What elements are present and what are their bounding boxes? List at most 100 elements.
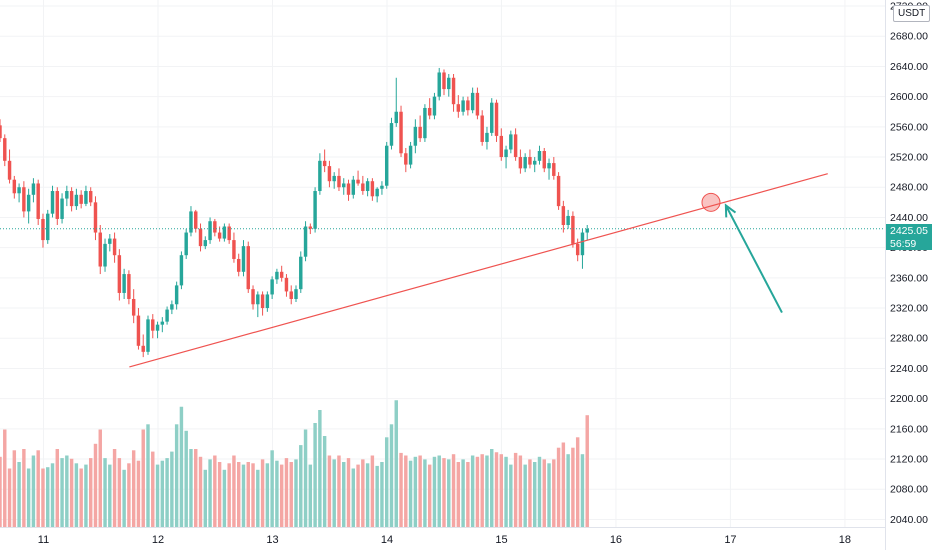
candle bbox=[342, 178, 346, 195]
candle-body bbox=[566, 215, 570, 225]
volume-bar bbox=[7, 468, 12, 527]
volume-bar bbox=[490, 449, 494, 527]
candle bbox=[351, 175, 356, 199]
candle-body bbox=[504, 149, 508, 158]
volume-bar bbox=[351, 468, 356, 527]
currency-badge[interactable]: USDT bbox=[893, 5, 931, 22]
candle-body bbox=[485, 132, 489, 142]
candle-body bbox=[184, 232, 188, 256]
volume-bar bbox=[365, 463, 370, 527]
candle-body bbox=[513, 134, 518, 158]
candle-body bbox=[303, 226, 308, 257]
candle bbox=[246, 241, 250, 293]
volume-bar bbox=[361, 459, 365, 527]
candle-body bbox=[327, 166, 332, 182]
candle bbox=[131, 289, 136, 324]
volume-bar bbox=[504, 456, 508, 527]
volume-bar bbox=[208, 459, 212, 527]
drawings[interactable] bbox=[0, 173, 885, 368]
candle bbox=[17, 183, 21, 203]
arrow-shaft bbox=[724, 204, 783, 314]
volume-bar bbox=[12, 450, 17, 527]
volume-bar bbox=[112, 449, 117, 527]
candle-body bbox=[380, 185, 384, 189]
candle bbox=[427, 98, 432, 120]
volume-bar bbox=[160, 460, 165, 527]
arrow-drawing[interactable] bbox=[724, 203, 783, 314]
candle bbox=[232, 232, 236, 263]
volume-bar bbox=[136, 460, 141, 527]
volume-bar bbox=[289, 462, 293, 527]
y-tick-label: 2560.00 bbox=[890, 121, 928, 133]
candle-body bbox=[451, 77, 456, 105]
candle bbox=[485, 126, 489, 150]
last-price-label: 2425.05 56:59 bbox=[886, 224, 932, 250]
candle bbox=[84, 185, 88, 207]
time-axis[interactable]: 11 12 13 14 15 16 17 18 bbox=[38, 534, 851, 546]
volume-bar bbox=[485, 455, 489, 527]
volume-bar bbox=[93, 443, 98, 527]
highlight-circle[interactable] bbox=[701, 192, 721, 212]
candle bbox=[60, 193, 64, 224]
candle-body bbox=[232, 240, 236, 259]
candle-body bbox=[7, 160, 12, 180]
candle-body bbox=[537, 151, 542, 161]
candle bbox=[41, 213, 45, 248]
candle-body bbox=[174, 285, 179, 305]
volume-bar bbox=[318, 410, 322, 527]
candle bbox=[556, 172, 561, 210]
volume-bar bbox=[389, 424, 394, 527]
candle bbox=[151, 314, 155, 339]
candle bbox=[418, 115, 422, 142]
volume-bar bbox=[408, 460, 413, 527]
candle-body bbox=[3, 138, 7, 161]
y-tick-label: 2240.00 bbox=[890, 363, 928, 375]
candle-body bbox=[284, 277, 289, 292]
candle bbox=[136, 308, 141, 350]
candle-body bbox=[466, 100, 470, 111]
volume-bar bbox=[50, 463, 55, 527]
candle-body bbox=[423, 107, 427, 139]
candle bbox=[361, 175, 365, 195]
volume-bar bbox=[571, 447, 575, 527]
volume-bar bbox=[394, 400, 398, 527]
candle-body bbox=[36, 183, 40, 219]
trendline[interactable] bbox=[129, 173, 828, 368]
candle-body bbox=[265, 294, 270, 309]
volume-bar bbox=[513, 452, 518, 527]
volume-bar bbox=[294, 459, 298, 527]
candle-body bbox=[523, 157, 527, 169]
y-tick-label: 2040.00 bbox=[890, 514, 928, 526]
candle-body bbox=[308, 226, 313, 229]
candle bbox=[103, 238, 107, 272]
candle bbox=[423, 104, 427, 142]
volume-bar bbox=[179, 406, 184, 527]
candle-body bbox=[499, 135, 504, 158]
candle-body bbox=[318, 160, 322, 192]
candle bbox=[313, 187, 317, 233]
volume-bar bbox=[241, 464, 246, 527]
candle-body bbox=[580, 232, 585, 256]
volume-bar bbox=[141, 429, 145, 527]
candle bbox=[322, 149, 327, 173]
candle-body bbox=[17, 187, 21, 194]
volume-bar bbox=[79, 468, 83, 527]
candle bbox=[346, 179, 351, 201]
candle-body bbox=[227, 226, 231, 241]
candle bbox=[413, 119, 418, 154]
volume-bar bbox=[155, 464, 160, 527]
candle-body bbox=[313, 191, 317, 229]
volume-bar bbox=[480, 454, 484, 527]
candle bbox=[585, 224, 589, 241]
candle bbox=[466, 96, 470, 116]
price-axis[interactable]: 2040.00 2080.00 2120.00 2160.00 2200.00 2240.… bbox=[890, 1, 928, 526]
candle-body bbox=[26, 194, 31, 212]
candle bbox=[504, 145, 508, 169]
candle bbox=[198, 223, 203, 252]
candle-body bbox=[213, 221, 217, 233]
volume-bar bbox=[332, 459, 336, 527]
candle-body bbox=[561, 206, 566, 225]
volume-bar bbox=[337, 455, 341, 527]
candle-body bbox=[131, 298, 136, 316]
